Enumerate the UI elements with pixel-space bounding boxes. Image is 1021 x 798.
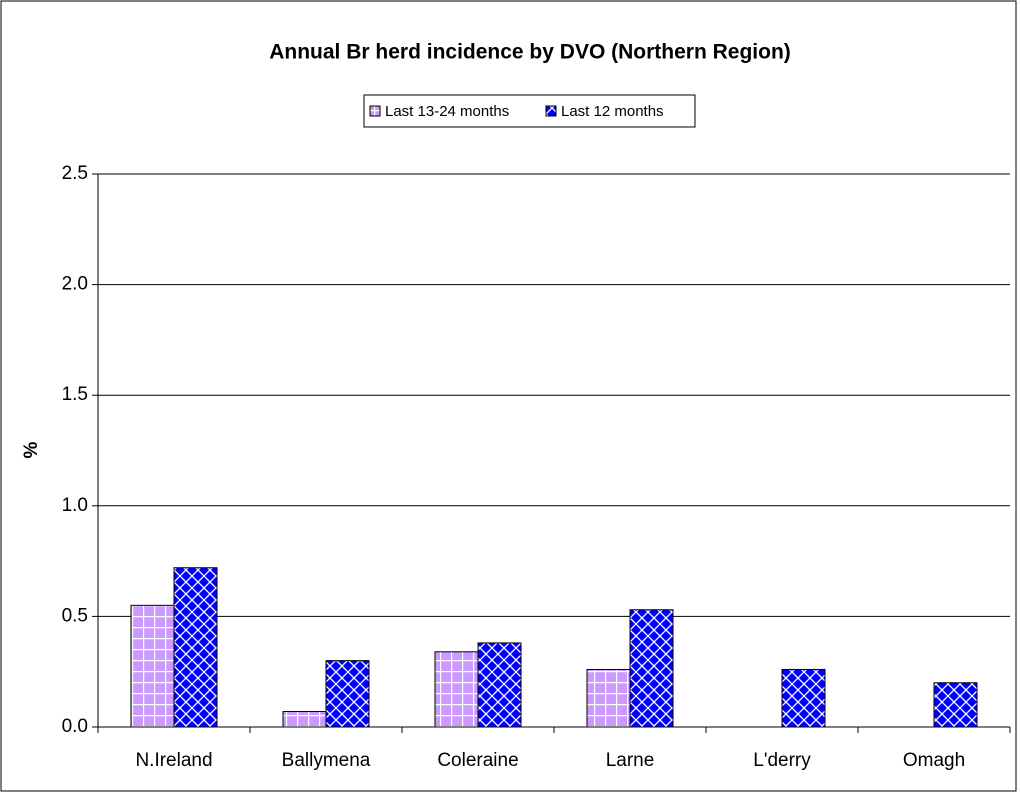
bar: [781, 668, 826, 728]
x-tick-label: Coleraine: [437, 750, 518, 771]
legend-swatch: [369, 105, 381, 117]
bar: [477, 642, 522, 728]
y-tick-label: 0.5: [62, 605, 88, 626]
legend-label: Last 13-24 months: [385, 103, 509, 120]
y-tick-label: 2.0: [62, 274, 88, 295]
bar: [325, 660, 370, 728]
x-tick-label: Larne: [606, 750, 655, 771]
bar: [629, 609, 674, 728]
bar: [173, 567, 218, 728]
bar: [282, 711, 327, 728]
y-tick-label: 0.0: [62, 716, 88, 737]
bar: [933, 682, 978, 728]
y-tick-label: 1.0: [62, 495, 88, 516]
chart-title: Annual Br herd incidence by DVO (Norther…: [269, 41, 791, 64]
x-tick-label: L'derry: [753, 750, 811, 771]
y-tick-label: 1.5: [62, 384, 88, 405]
legend-label: Last 12 months: [561, 103, 664, 120]
legend-swatch: [545, 105, 557, 117]
legend-box: [363, 94, 696, 128]
y-axis-label: %: [21, 441, 42, 458]
bar: [434, 651, 479, 728]
x-tick-label: N.Ireland: [135, 750, 212, 771]
bar: [586, 668, 631, 728]
x-tick-label: Omagh: [903, 750, 965, 771]
bar: [130, 604, 175, 728]
y-tick-label: 2.5: [62, 163, 88, 184]
x-tick-label: Ballymena: [282, 750, 371, 771]
